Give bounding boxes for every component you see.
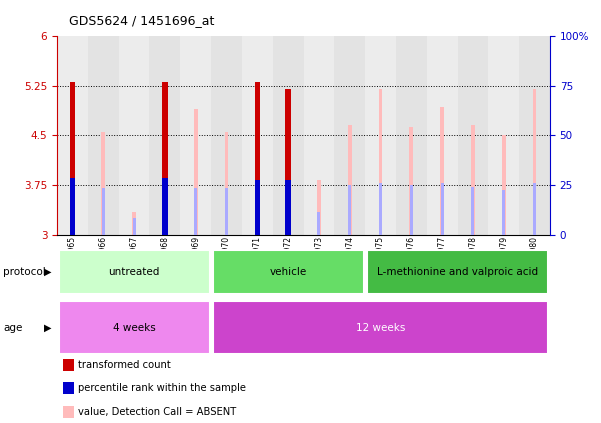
Text: protocol: protocol xyxy=(3,267,46,277)
Bar xyxy=(211,36,242,235)
Bar xyxy=(379,183,382,235)
Bar xyxy=(194,109,198,235)
Bar xyxy=(441,183,444,235)
Text: vehicle: vehicle xyxy=(269,267,307,277)
Bar xyxy=(409,127,413,235)
Bar xyxy=(59,301,210,354)
Bar xyxy=(162,179,168,235)
Bar xyxy=(410,185,413,235)
Bar xyxy=(213,301,548,354)
Bar xyxy=(533,183,536,235)
Bar xyxy=(119,36,150,235)
Bar xyxy=(102,132,105,235)
Bar xyxy=(317,212,320,235)
Bar xyxy=(334,36,365,235)
Bar xyxy=(213,250,364,294)
Bar xyxy=(471,125,475,235)
Bar xyxy=(379,89,382,235)
Bar xyxy=(471,187,474,235)
Bar xyxy=(532,89,536,235)
Bar xyxy=(225,188,228,235)
Bar xyxy=(502,135,505,235)
Bar xyxy=(255,82,260,235)
Bar xyxy=(102,188,105,235)
Bar xyxy=(317,181,321,235)
Text: ▶: ▶ xyxy=(44,267,51,277)
Bar xyxy=(59,250,210,294)
Bar xyxy=(427,36,457,235)
Bar xyxy=(396,36,427,235)
Bar xyxy=(57,36,88,235)
Text: age: age xyxy=(3,323,22,333)
Text: untreated: untreated xyxy=(108,267,160,277)
Bar xyxy=(194,188,197,235)
Bar xyxy=(457,36,489,235)
Bar xyxy=(489,36,519,235)
Bar xyxy=(70,179,75,235)
Text: transformed count: transformed count xyxy=(78,360,171,370)
Text: L-methionine and valproic acid: L-methionine and valproic acid xyxy=(377,267,538,277)
Bar xyxy=(88,36,119,235)
Bar xyxy=(242,36,273,235)
Bar xyxy=(519,36,550,235)
Bar xyxy=(132,212,136,235)
Bar xyxy=(255,181,260,235)
Bar xyxy=(285,89,291,235)
Bar xyxy=(441,107,444,235)
Bar xyxy=(133,218,136,235)
Bar xyxy=(225,132,228,235)
Bar xyxy=(348,125,352,235)
Text: GDS5624 / 1451696_at: GDS5624 / 1451696_at xyxy=(69,14,215,27)
Bar xyxy=(150,36,180,235)
Bar xyxy=(162,82,168,235)
Bar xyxy=(273,36,304,235)
Bar xyxy=(348,185,351,235)
Text: ▶: ▶ xyxy=(44,323,51,333)
Text: value, Detection Call = ABSENT: value, Detection Call = ABSENT xyxy=(78,407,236,417)
Bar xyxy=(180,36,211,235)
Bar xyxy=(285,181,291,235)
Text: 12 weeks: 12 weeks xyxy=(356,323,405,333)
Bar xyxy=(502,190,505,235)
Text: 4 weeks: 4 weeks xyxy=(113,323,156,333)
Text: percentile rank within the sample: percentile rank within the sample xyxy=(78,383,246,393)
Bar xyxy=(365,36,396,235)
Bar xyxy=(304,36,334,235)
Bar xyxy=(367,250,548,294)
Bar xyxy=(70,82,75,235)
